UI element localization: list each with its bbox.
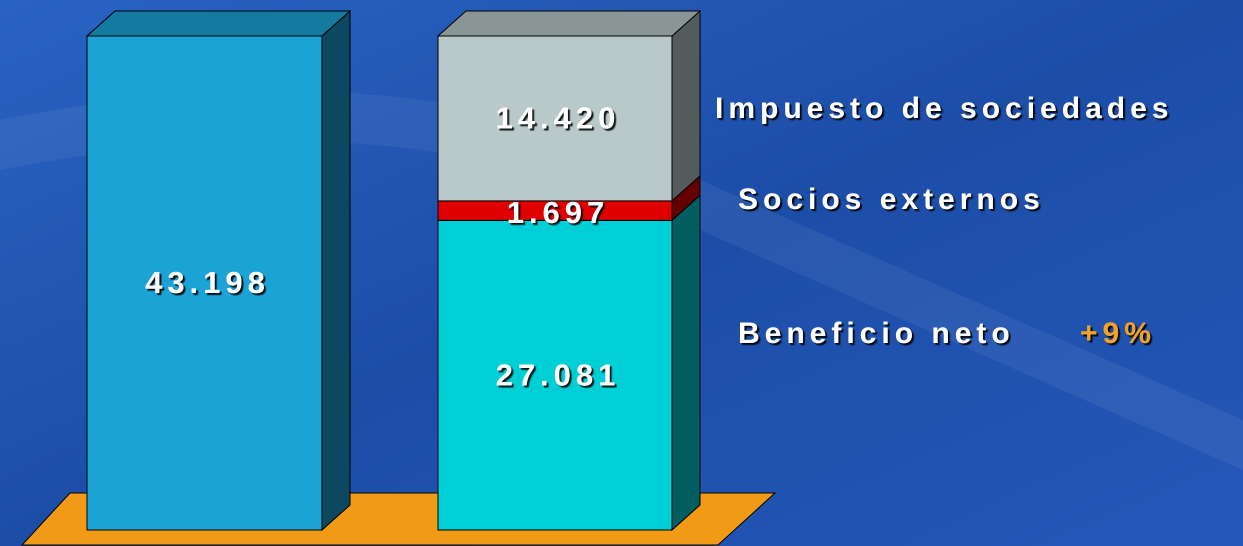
value-label: 1.697 [507,195,610,230]
bar-segment [437,219,673,531]
bar-side-shade [322,11,350,530]
bar-side-shade [672,195,700,530]
annotation: +9% [1080,317,1156,350]
bar-top-shade [438,11,700,36]
bar-segment [86,35,323,531]
bar-top [436,10,702,37]
legend-label: Beneficio neto [738,317,1015,350]
value-label: 43.198 [145,265,270,300]
legend-label: Socios externos [738,183,1045,216]
value-label: 27.081 [496,357,621,392]
bar-top [85,10,352,37]
legend-label: Impuesto de sociedades [715,92,1173,125]
value-label: 14.420 [496,101,621,136]
bar-side-shade [672,11,700,201]
bar-segment [437,35,673,202]
bar-side-shade [672,175,700,221]
bar-top-shade [87,11,350,36]
